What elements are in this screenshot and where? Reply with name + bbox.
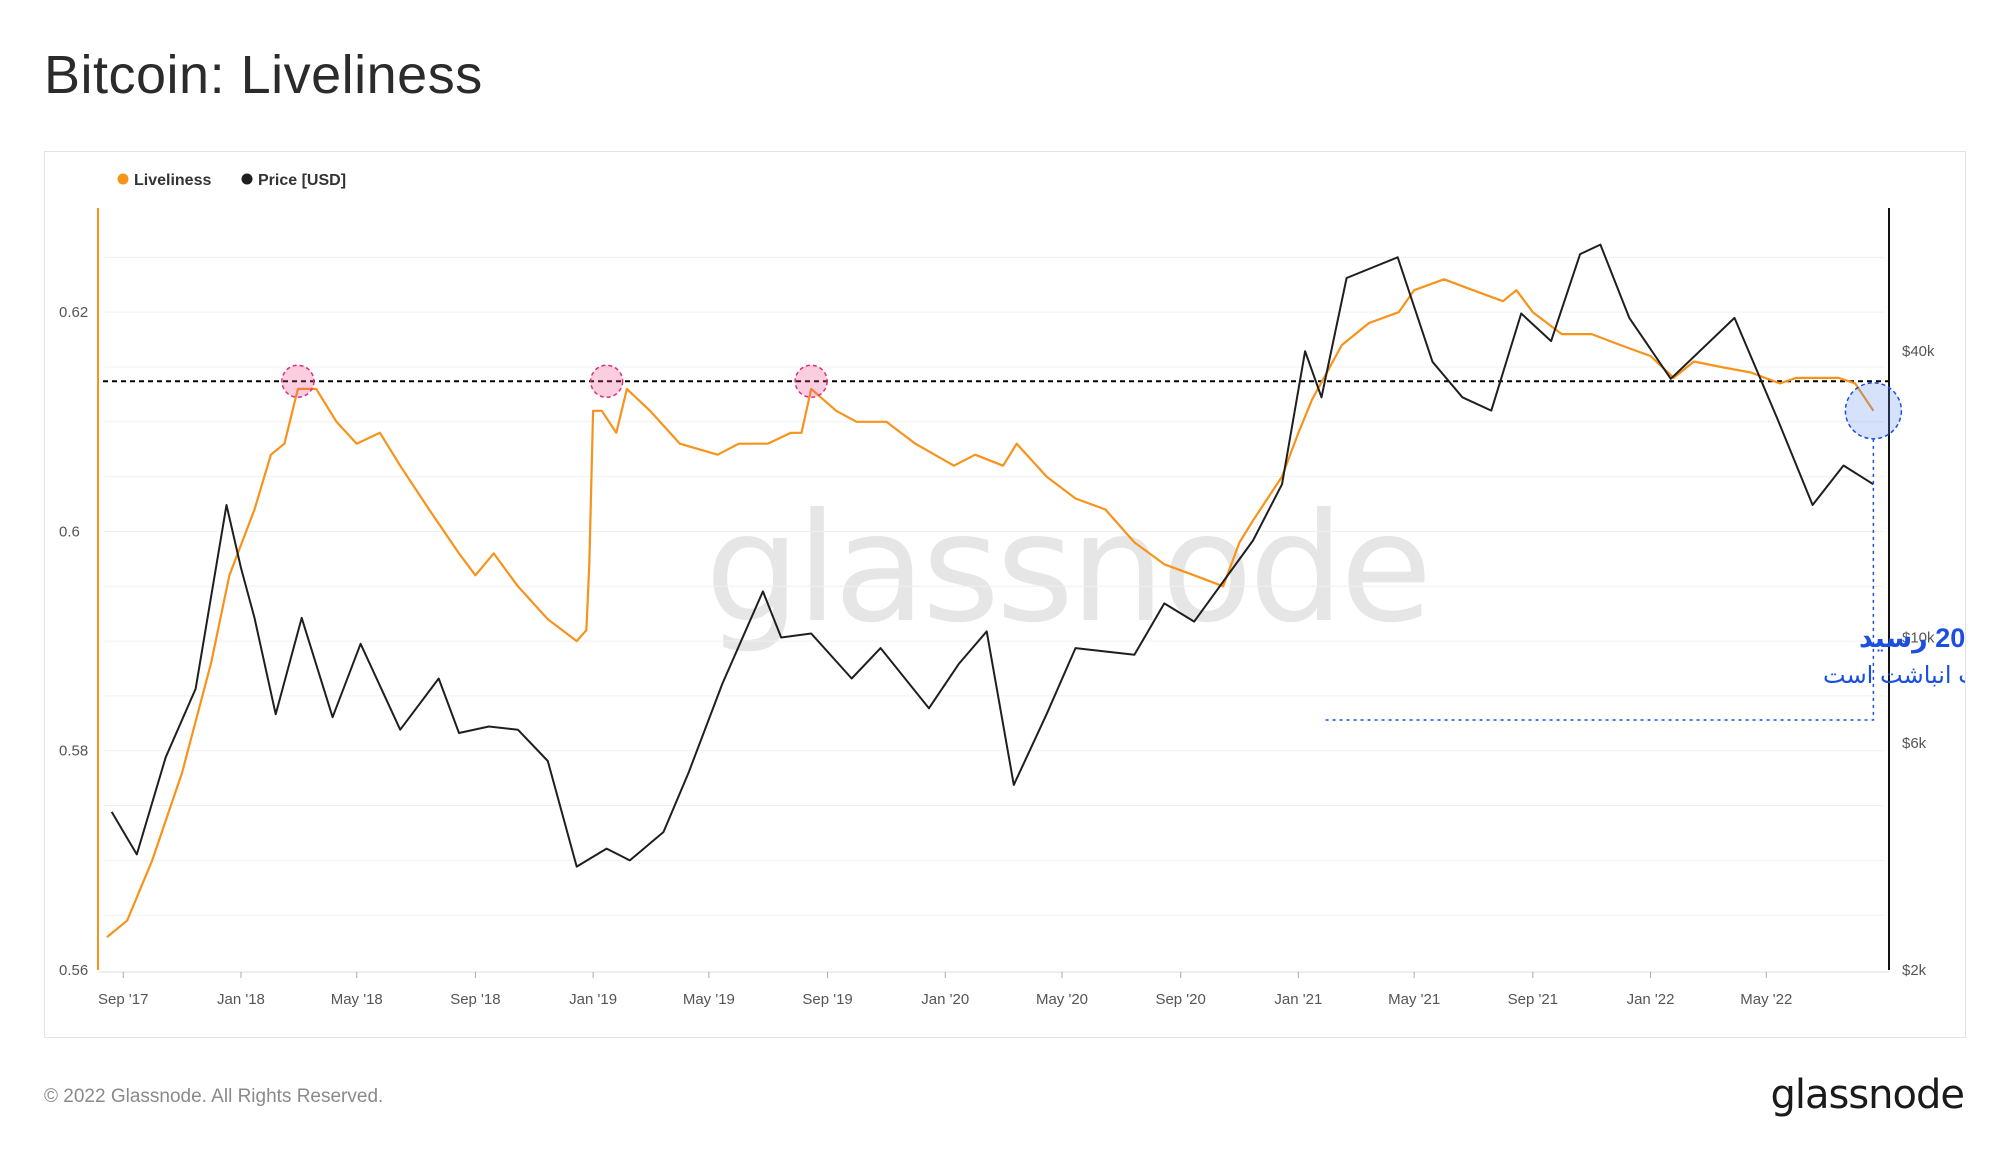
peak-marker bbox=[794, 364, 828, 398]
peak-marker bbox=[281, 364, 315, 398]
x-tick-label: May '21 bbox=[1388, 991, 1440, 1008]
left-axis-ticks: 0.56 0.58 0.6 0.62 bbox=[59, 304, 88, 979]
axes bbox=[97, 208, 1890, 973]
x-tick-label: Sep '21 bbox=[1508, 991, 1558, 1008]
left-tick-label: 0.6 bbox=[59, 523, 80, 540]
x-tick-label: Sep '18 bbox=[450, 991, 500, 1008]
annotation-subtitle: که به معنای بازه بلندمدت انباشت است bbox=[1823, 662, 1965, 689]
watermark: glassnode bbox=[705, 482, 1428, 656]
x-tick-label: Sep '19 bbox=[802, 991, 852, 1008]
right-tick-label: $40k bbox=[1902, 343, 1935, 360]
x-tick-label: Sep '20 bbox=[1155, 991, 1205, 1008]
peak-marker bbox=[589, 364, 624, 398]
price-line[interactable] bbox=[110, 243, 1874, 868]
x-axis-ticks: Sep '17 Jan '18 May '18 Sep '18 Jan '19 May '… bbox=[98, 972, 1792, 1008]
liveliness-line[interactable] bbox=[106, 278, 1875, 938]
chart-legend[interactable]: Liveliness Price [USD] bbox=[117, 172, 347, 189]
legend-liveliness-label[interactable]: Liveliness bbox=[134, 172, 211, 189]
right-tick-label: $6k bbox=[1902, 735, 1927, 752]
x-tick-label: May '22 bbox=[1740, 991, 1792, 1008]
x-tick-label: Jan '20 bbox=[921, 991, 969, 1008]
legend-price-dot bbox=[241, 173, 253, 185]
glassnode-logo[interactable]: glassnode bbox=[1770, 1072, 1965, 1118]
copyright-text: © 2022 Glassnode. All Rights Reserved. bbox=[44, 1086, 384, 1107]
gridlines bbox=[103, 256, 1884, 916]
x-tick-label: Sep '17 bbox=[98, 991, 148, 1008]
callout-connector-line bbox=[1323, 438, 1875, 721]
page-title: Bitcoin: Liveliness bbox=[44, 45, 483, 105]
annotation-title: این معیار به زیر سقف 2018 تا 2019 رسید bbox=[1859, 623, 1965, 654]
x-tick-label: May '20 bbox=[1036, 991, 1088, 1008]
legend-price-label[interactable]: Price [USD] bbox=[258, 172, 346, 189]
current-level-marker bbox=[1844, 382, 1903, 440]
x-tick-label: Jan '18 bbox=[217, 991, 265, 1008]
x-tick-label: Jan '21 bbox=[1274, 991, 1322, 1008]
left-tick-label: 0.56 bbox=[59, 962, 88, 979]
left-tick-label: 0.58 bbox=[59, 743, 88, 760]
x-tick-label: Jan '22 bbox=[1627, 991, 1675, 1008]
markers-group bbox=[281, 364, 1903, 721]
right-tick-label: $2k bbox=[1902, 962, 1927, 979]
right-tick-label: $10k bbox=[1902, 630, 1935, 647]
x-tick-label: May '19 bbox=[683, 991, 735, 1008]
right-axis-ticks: $2k $6k $10k $40k bbox=[1902, 343, 1935, 979]
chart-panel: glassnode Liveliness Price [USD] Sep '17… bbox=[44, 151, 1966, 1038]
series-group bbox=[106, 243, 1875, 938]
left-tick-label: 0.62 bbox=[59, 304, 88, 321]
x-tick-label: May '18 bbox=[331, 991, 383, 1008]
x-tick-label: Jan '19 bbox=[569, 991, 617, 1008]
annotation: این معیار به زیر سقف 2018 تا 2019 رسید ک… bbox=[1823, 623, 1965, 689]
legend-liveliness-dot bbox=[117, 173, 129, 185]
liveliness-price-chart[interactable]: glassnode Liveliness Price [USD] Sep '17… bbox=[45, 152, 1965, 1037]
